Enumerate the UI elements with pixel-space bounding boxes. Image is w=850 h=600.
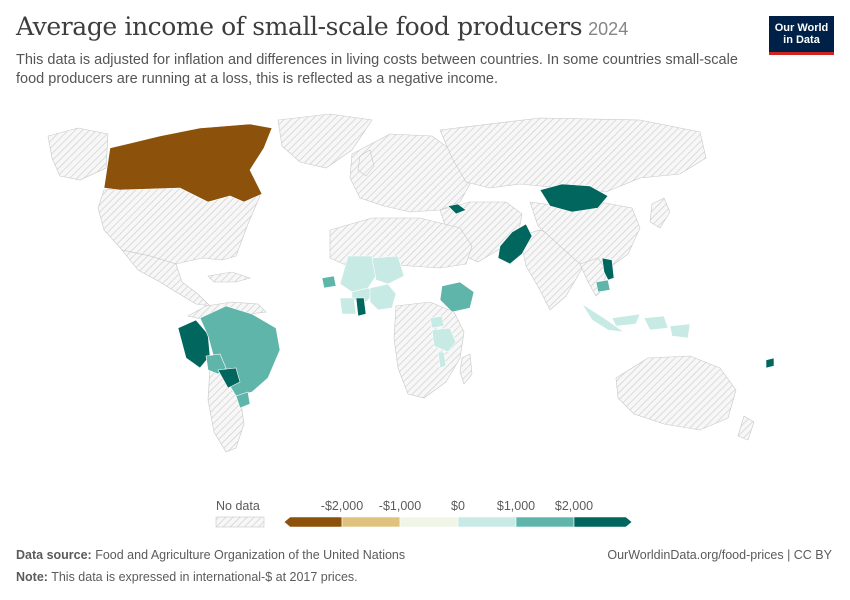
region-paraguay[interactable] (217, 367, 241, 389)
chart-subtitle: This data is adjusted for inflation and … (16, 52, 738, 87)
region-indonesia[interactable] (581, 303, 691, 339)
legend-bin-2[interactable] (399, 516, 459, 528)
note-value: This data is expressed in international-… (51, 570, 358, 584)
region-niger[interactable] (371, 255, 405, 285)
legend-tick-label: $0 (451, 499, 465, 513)
no-data-swatch (215, 516, 265, 528)
region-georgia[interactable] (447, 203, 467, 215)
region-cote-divoire[interactable] (339, 297, 357, 315)
legend-tick-label: -$2,000 (321, 499, 363, 513)
note-label: Note: (16, 570, 48, 584)
greenland[interactable] (277, 113, 373, 169)
legend-tick-label: -$1,000 (379, 499, 421, 513)
region-cambodia[interactable] (595, 279, 611, 293)
region-pakistan[interactable] (497, 223, 533, 265)
logo-line-1: Our World (774, 22, 829, 34)
region-senegal[interactable] (321, 275, 337, 289)
source-label: Data source: (16, 548, 92, 562)
legend-tick-label: $1,000 (497, 499, 535, 513)
world-map[interactable] (0, 106, 850, 490)
data-regions (103, 123, 775, 409)
legend-tick-label: $2,000 (555, 499, 593, 513)
russia[interactable] (439, 117, 707, 193)
legend-bin-5[interactable] (573, 516, 633, 528)
australia[interactable] (615, 355, 737, 431)
alaska[interactable] (47, 127, 109, 181)
data-source: Data source: Food and Agriculture Organi… (16, 548, 405, 562)
chart-title: Average income of small-scale food produ… (16, 12, 628, 41)
legend-bins (283, 516, 633, 528)
japan[interactable] (649, 197, 671, 229)
region-mongolia[interactable] (539, 183, 609, 213)
region-brazil[interactable] (199, 305, 281, 397)
legend: No data -$2,000 -$1,000 $0 $1,000 $2,000 (215, 499, 633, 528)
legend-bin-1[interactable] (341, 516, 401, 528)
source-url[interactable]: OurWorldinData.org/food-prices | CC BY (607, 548, 832, 562)
chart-year: 2024 (588, 19, 629, 39)
caribbean[interactable] (207, 271, 252, 283)
madagascar[interactable] (459, 353, 473, 385)
owid-logo[interactable]: Our World in Data (769, 16, 834, 55)
region-canada[interactable] (103, 123, 273, 203)
note: Note: This data is expressed in internat… (16, 570, 358, 584)
source-value[interactable]: Food and Agriculture Organization of the… (95, 548, 406, 562)
new-zealand[interactable] (737, 415, 755, 441)
north-africa[interactable] (329, 217, 473, 269)
region-vietnam[interactable] (601, 257, 615, 281)
legend-ticks: -$2,000 -$1,000 $0 $1,000 $2,000 (321, 499, 593, 513)
region-uganda[interactable] (429, 315, 445, 329)
region-malawi[interactable] (437, 351, 447, 369)
legend-bin-4[interactable] (515, 516, 575, 528)
region-fiji[interactable] (765, 357, 775, 369)
chart-title-text: Average income of small-scale food produ… (16, 12, 583, 41)
central-southern-africa[interactable] (393, 301, 465, 399)
no-data-label: No data (216, 499, 260, 513)
uk-ireland[interactable] (357, 149, 375, 177)
region-nigeria[interactable] (369, 283, 397, 311)
region-ghana[interactable] (355, 297, 367, 317)
legend-bin-3[interactable] (457, 516, 517, 528)
legend-bin-0[interactable] (283, 516, 343, 528)
region-uruguay[interactable] (235, 391, 251, 409)
region-tanzania[interactable] (431, 327, 457, 353)
logo-line-2: in Data (783, 34, 820, 46)
region-ethiopia[interactable] (439, 281, 475, 313)
